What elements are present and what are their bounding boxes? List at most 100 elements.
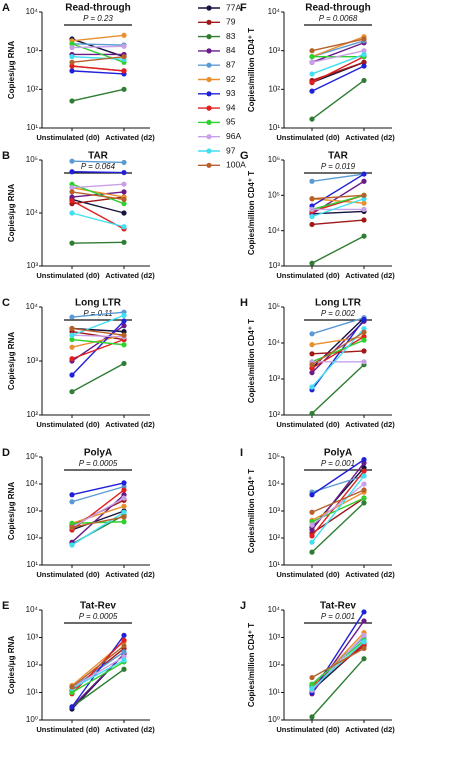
data-point [121,637,127,643]
y-axis-label: Copies/million CD4⁺ T [247,319,256,403]
series-line [311,235,365,264]
x-tick-label: Unstimulated (d0) [276,420,340,429]
data-point [361,348,367,354]
legend-marker [206,134,212,140]
legend-label: 100A [226,160,246,170]
data-point [69,194,75,200]
series-line [311,194,365,211]
data-point [309,206,315,212]
series-line [71,241,125,244]
data-point [309,48,315,54]
series-line [71,482,125,496]
data-point [309,685,315,692]
series-line [311,219,365,226]
series-line [71,634,125,708]
data-point [121,643,127,649]
x-tick-label: Unstimulated (d0) [276,570,340,579]
data-point [309,196,315,202]
series-line [311,49,365,63]
panel-letter: B [2,150,10,162]
y-tick-label: 10³ [26,356,38,365]
legend-marker [206,34,212,40]
y-tick-label: 10³ [26,506,38,515]
data-point [121,514,127,520]
data-point [309,88,315,94]
p-value: P = 0.001 [321,459,355,468]
data-point [361,329,367,335]
series-line [71,338,125,360]
data-point [361,632,367,638]
series-line [71,183,125,189]
legend-label: 93 [226,88,236,98]
data-point [69,59,75,65]
series-line [311,320,365,374]
series-line [311,65,365,92]
series-line [311,336,365,369]
series-line [71,505,125,524]
y-tick-label: 10⁰ [26,715,38,724]
data-point [309,54,315,60]
p-value: P = 0.23 [83,14,113,23]
x-tick-label: Activated (d2) [105,570,155,579]
data-point [69,158,75,164]
data-point [121,54,127,60]
data-point [361,468,367,474]
data-point [361,51,367,58]
y-tick-label: 10² [268,84,280,93]
data-point [361,36,367,42]
panel-title: Tat-Rev [80,601,116,612]
data-point [309,522,315,528]
y-tick-label: 10¹ [268,560,280,569]
data-point [121,196,127,203]
series-line [71,653,125,708]
series-line [311,173,365,207]
y-tick-label: 10¹ [26,560,38,569]
panel-letter: D [2,447,10,459]
series-line [71,212,125,228]
data-point [361,171,367,177]
series-line [311,339,365,363]
data-point [361,487,367,493]
y-axis-label: Copies/million CD4⁺ T [247,623,256,707]
data-point [309,59,315,65]
data-point [309,370,315,376]
data-point [121,68,127,74]
series-line [311,38,365,52]
series-line [71,191,125,201]
series-line [311,364,365,415]
y-axis-label: Copies/μg RNA [7,482,16,540]
panel-letter: E [2,600,9,612]
panel-title: Long LTR [75,298,122,309]
legend-label: 77A [226,2,241,12]
data-point [309,410,315,417]
data-point [69,689,75,696]
data-point [69,198,75,204]
data-point [69,524,75,530]
series-line [71,327,125,336]
y-tick-label: 10⁵ [26,452,38,461]
series-line [311,56,365,84]
series-line [71,311,125,318]
legend-label: 94 [226,102,236,112]
y-tick-label: 10⁴ [268,226,281,235]
data-point [69,389,75,395]
y-tick-label: 10¹ [268,688,280,697]
series-line [71,70,125,75]
data-point [121,181,127,187]
data-point [121,649,127,655]
y-tick-label: 10² [268,533,280,542]
series-line [311,475,365,543]
series-line [71,171,125,174]
data-point [69,169,75,175]
data-point [69,684,75,690]
y-tick-label: 10³ [26,46,38,55]
x-tick-label: Unstimulated (d0) [36,133,100,142]
data-point [361,645,367,652]
p-value: P = 0.0005 [79,612,118,621]
data-point [69,189,75,195]
series-line [71,362,125,393]
data-point [309,509,315,515]
data-point [121,342,127,348]
panel-title: TAR [88,151,109,162]
x-tick-label: Activated (d2) [105,271,155,280]
